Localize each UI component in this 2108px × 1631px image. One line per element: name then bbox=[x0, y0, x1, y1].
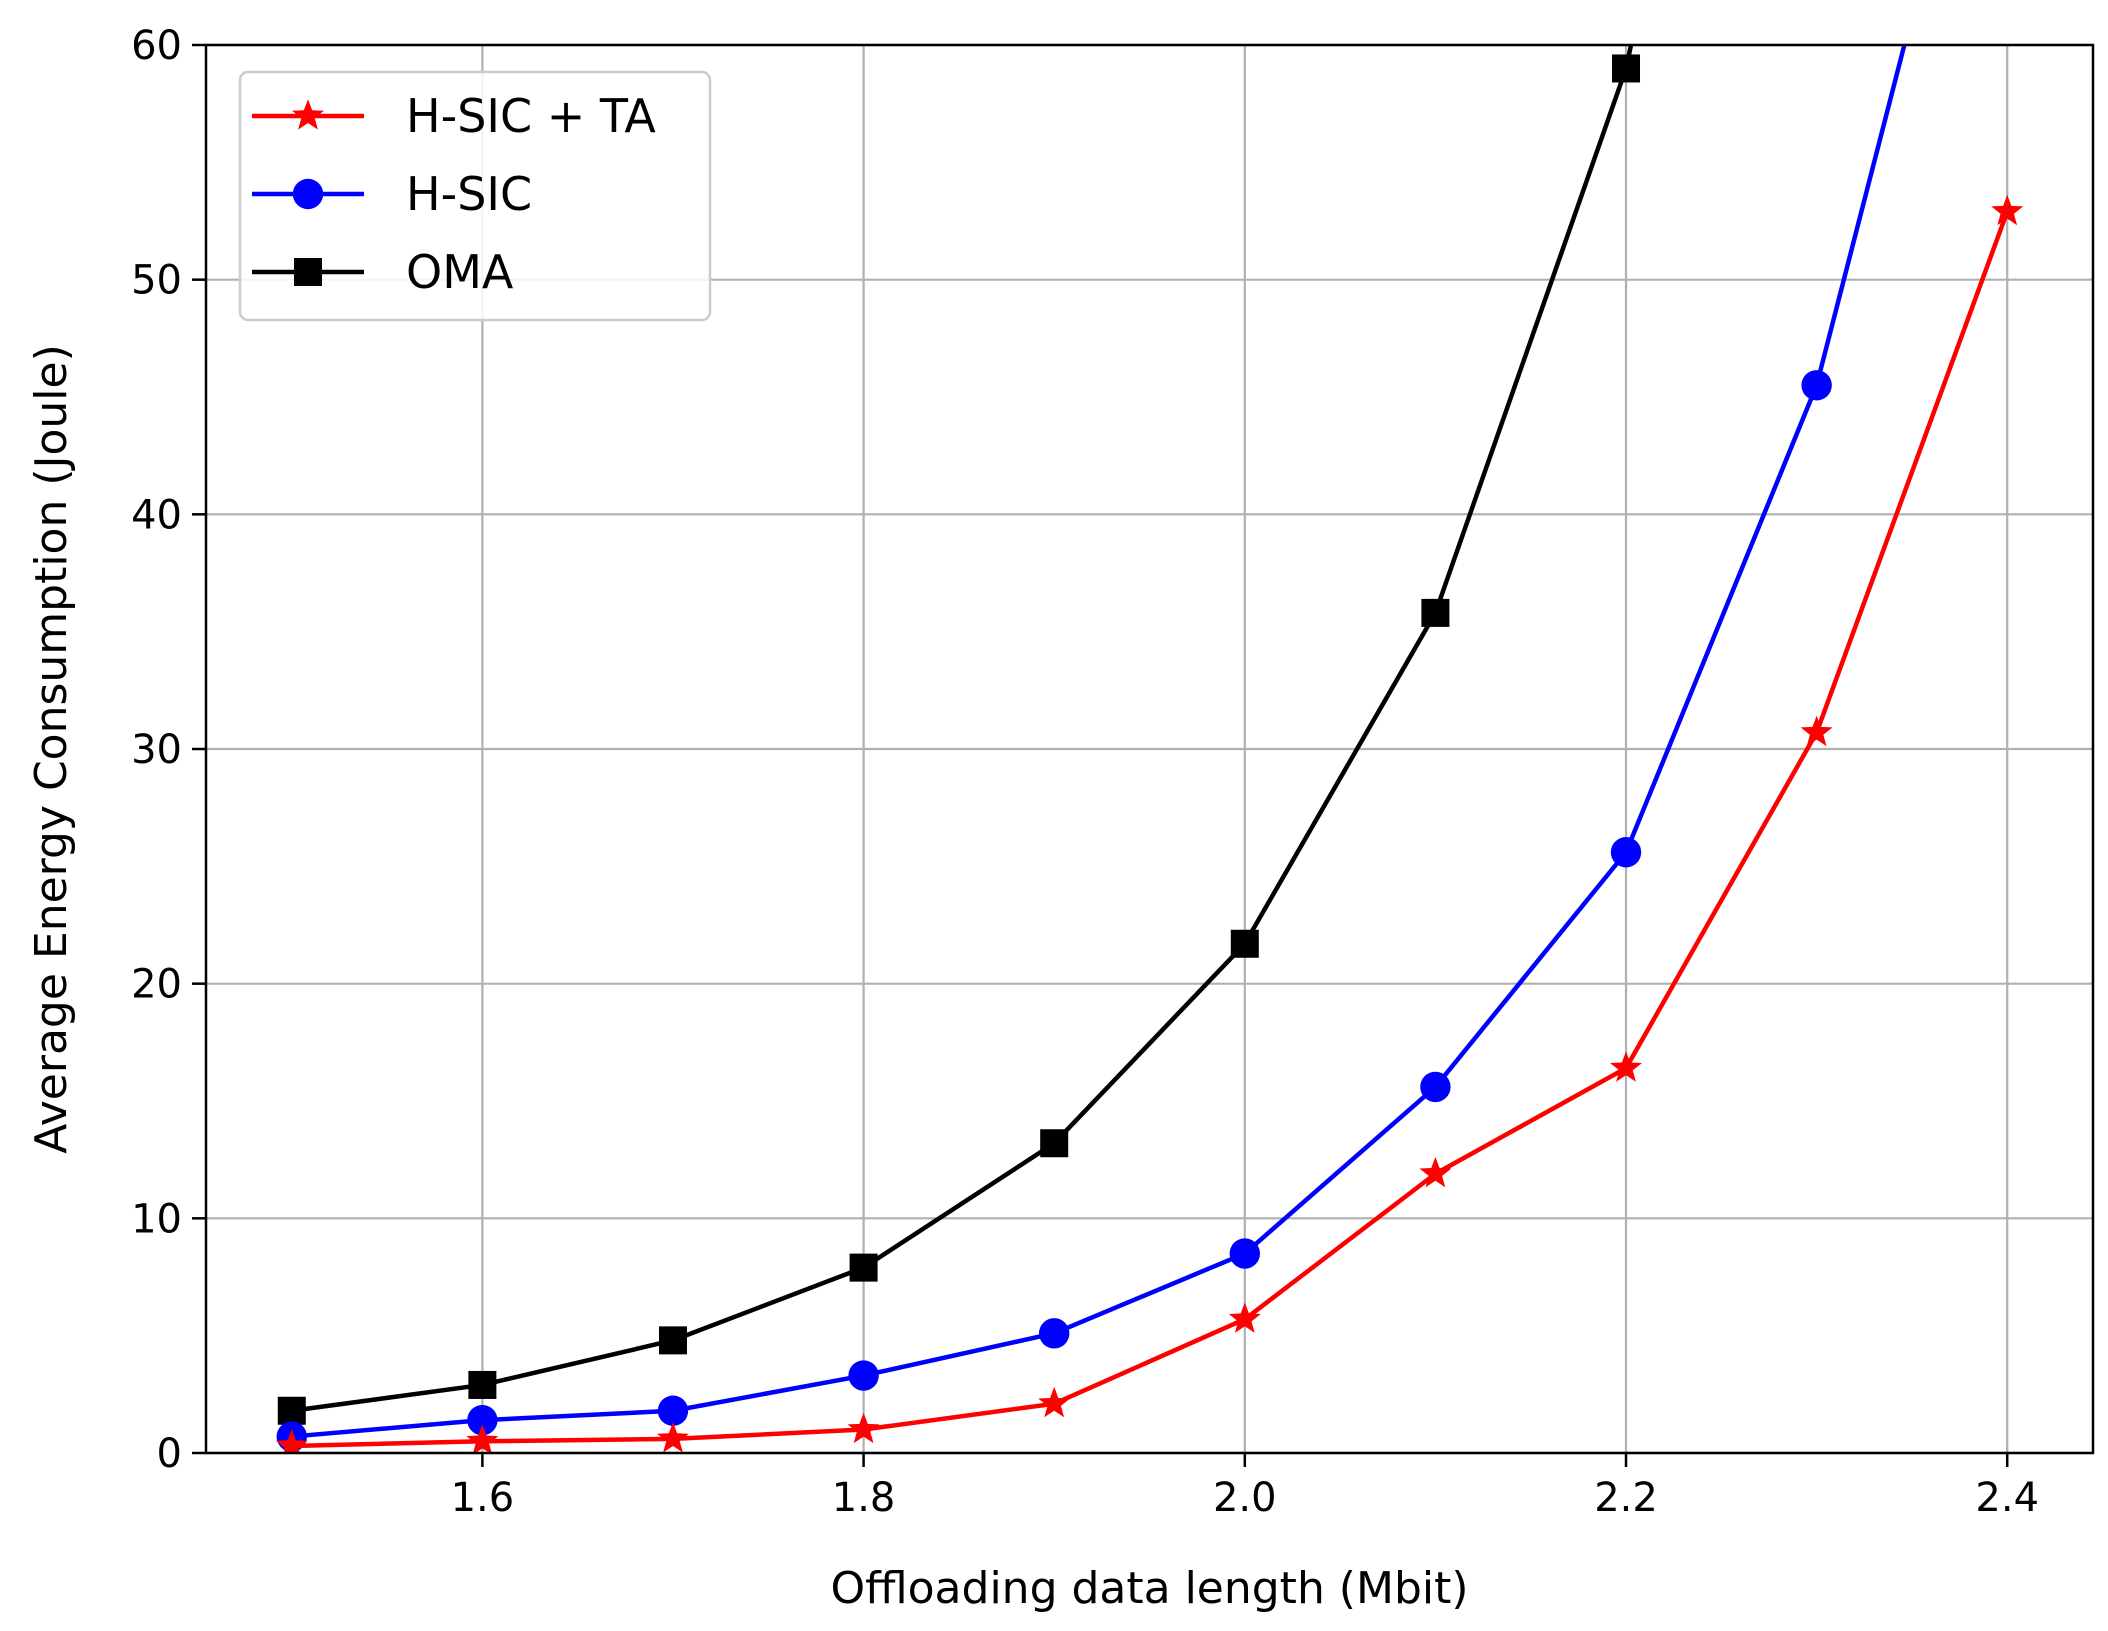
data-point-oma bbox=[277, 1396, 306, 1425]
data-point-h-sic bbox=[467, 1404, 498, 1436]
y-axis-label: Average Energy Consumption (Joule) bbox=[26, 344, 77, 1154]
data-point-h-sic bbox=[1038, 1318, 1070, 1349]
x-tick-label: 2.0 bbox=[1213, 1475, 1277, 1521]
data-point-h-sic-ta bbox=[1038, 1386, 1071, 1418]
y-tick-label: 60 bbox=[131, 23, 182, 69]
legend-marker-h-sic-ta bbox=[292, 99, 324, 130]
data-point-h-sic-ta bbox=[466, 1424, 499, 1453]
data-point-oma bbox=[1612, 54, 1641, 83]
y-tick-label: 0 bbox=[157, 1431, 182, 1477]
grid bbox=[206, 43, 2093, 1455]
legend-marker-oma bbox=[294, 258, 322, 286]
series-oma bbox=[277, 45, 1641, 1425]
data-point-h-sic bbox=[1229, 1238, 1261, 1269]
legend-label-h-sic-ta: H-SIC + TA bbox=[406, 89, 656, 143]
legend-label-oma: OMA bbox=[406, 245, 514, 299]
series-line-h-sic bbox=[291, 45, 1907, 1439]
x-tick-label: 1.8 bbox=[832, 1475, 896, 1521]
x-tick-label: 2.4 bbox=[1975, 1475, 2039, 1521]
data-point-h-sic bbox=[657, 1395, 689, 1426]
y-tick-label: 10 bbox=[131, 1196, 182, 1242]
y-tick-label: 20 bbox=[131, 962, 182, 1008]
data-point-oma bbox=[1230, 929, 1259, 958]
x-axis-label: Offloading data length (Mbit) bbox=[830, 1563, 1468, 1614]
data-point-h-sic bbox=[848, 1360, 879, 1391]
x-tick-label: 1.6 bbox=[451, 1475, 515, 1521]
y-tick-label: 30 bbox=[131, 727, 182, 773]
series-line-oma bbox=[291, 45, 1634, 1413]
series-line-h-sic-ta bbox=[291, 210, 2010, 1449]
data-point-h-sic bbox=[1610, 837, 1642, 868]
legend: H-SIC + TA H-SIC OMA bbox=[238, 70, 712, 322]
data-point-h-sic-ta bbox=[1800, 715, 1833, 747]
series-h-sic-ta bbox=[275, 194, 2024, 1453]
legend-label-h-sic: H-SIC bbox=[406, 167, 532, 221]
data-point-h-sic-ta bbox=[275, 1429, 308, 1453]
y-tick-label: 40 bbox=[131, 492, 182, 538]
data-point-h-sic-ta bbox=[1610, 1051, 1642, 1082]
legend-marker-h-sic bbox=[292, 178, 324, 210]
legend-box bbox=[238, 70, 712, 322]
axis-ticks: 1.6 1.8 2.0 2.2 2.4 0 10 20 30 40 50 60 bbox=[131, 23, 2039, 1521]
data-point-oma bbox=[468, 1370, 497, 1399]
data-point-h-sic-ta bbox=[1419, 1156, 1452, 1188]
data-point-h-sic bbox=[1801, 370, 1832, 401]
y-tick-label: 50 bbox=[131, 258, 182, 304]
data-point-h-sic-ta bbox=[847, 1412, 880, 1444]
series-layer bbox=[275, 45, 2024, 1453]
data-point-h-sic-ta bbox=[1228, 1302, 1261, 1333]
data-point-oma bbox=[1040, 1129, 1069, 1158]
data-point-oma bbox=[849, 1253, 878, 1282]
data-point-h-sic bbox=[1420, 1071, 1451, 1103]
x-tick-label: 2.2 bbox=[1594, 1475, 1658, 1521]
data-point-oma bbox=[658, 1326, 687, 1355]
data-point-oma bbox=[1421, 598, 1450, 627]
data-point-h-sic-ta bbox=[1991, 194, 2024, 226]
data-point-h-sic-ta bbox=[657, 1422, 689, 1453]
